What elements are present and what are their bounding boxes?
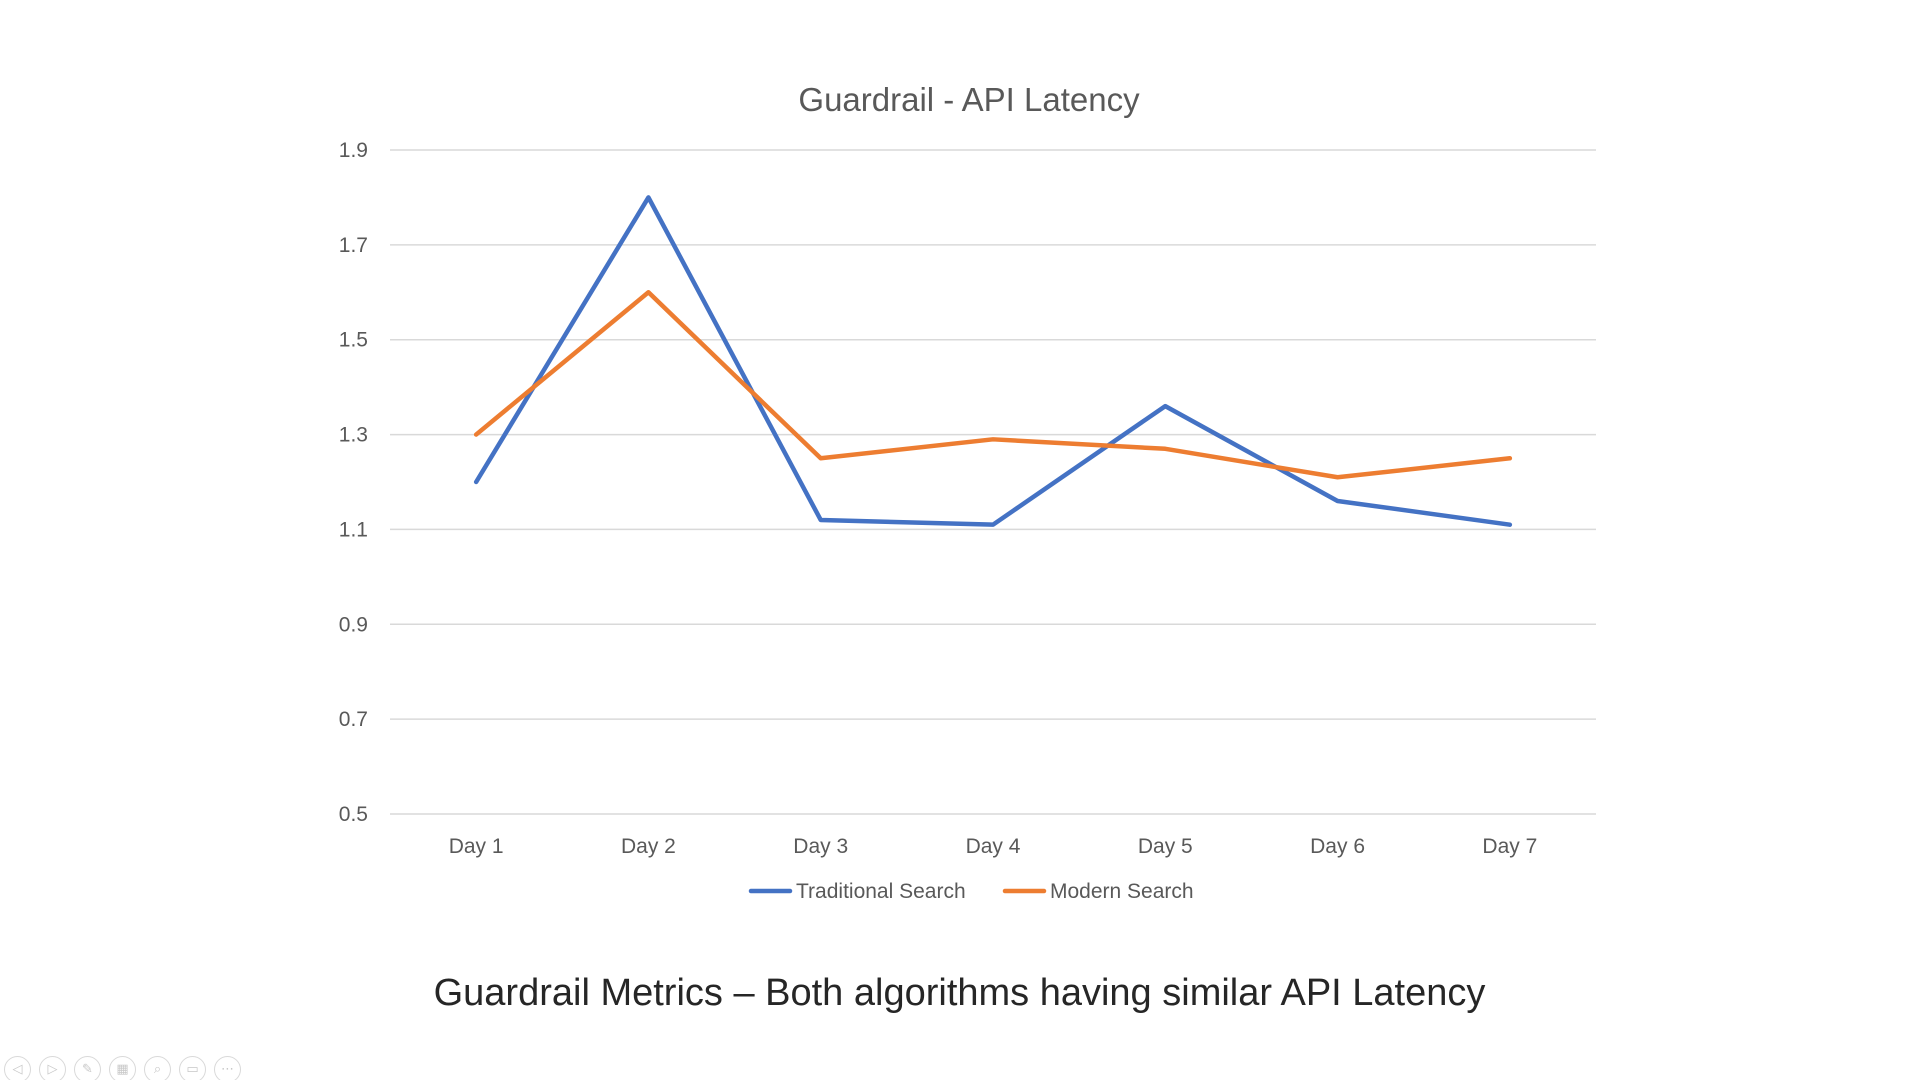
y-tick-label: 1.9 xyxy=(339,139,368,162)
subtitles-icon[interactable]: ▭ xyxy=(179,1056,206,1080)
series-line-modern-search xyxy=(473,290,1513,480)
legend-label: Traditional Search xyxy=(796,880,966,903)
x-tick-label: Day 1 xyxy=(449,835,504,858)
data-point xyxy=(1164,405,1166,407)
x-tick-label: Day 3 xyxy=(793,835,848,858)
data-point xyxy=(992,524,994,526)
data-point xyxy=(647,291,649,293)
y-tick-label: 1.1 xyxy=(339,518,368,541)
data-point xyxy=(1509,457,1511,459)
y-tick-label: 0.5 xyxy=(339,803,368,826)
data-point xyxy=(1337,500,1339,502)
x-tick-label: Day 7 xyxy=(1482,835,1537,858)
x-tick-label: Day 4 xyxy=(966,835,1021,858)
legend-label: Modern Search xyxy=(1050,880,1194,903)
y-tick-label: 0.7 xyxy=(339,708,368,731)
x-tick-label: Day 6 xyxy=(1310,835,1365,858)
data-point xyxy=(820,457,822,459)
gridlines xyxy=(390,149,1596,815)
data-point xyxy=(475,481,477,483)
y-tick-label: 1.5 xyxy=(339,329,368,352)
data-point xyxy=(992,438,994,440)
zoom-icon[interactable]: ⌕ xyxy=(144,1056,171,1080)
pen-icon[interactable]: ✎ xyxy=(74,1056,101,1080)
y-axis-ticks: 0.5 0.7 0.9 1.1 1.3 1.5 1.7 1.9 xyxy=(339,139,368,826)
data-point xyxy=(475,434,477,436)
data-point xyxy=(1337,476,1339,478)
next-slide-icon[interactable]: ▷ xyxy=(39,1056,66,1080)
more-options-icon[interactable]: ⋯ xyxy=(214,1056,241,1080)
chart-title: Guardrail - API Latency xyxy=(798,81,1140,118)
y-tick-label: 0.9 xyxy=(339,613,368,636)
x-axis-ticks: Day 1 Day 2 Day 3 Day 4 Day 5 Day 6 Day 7 xyxy=(449,835,1538,858)
see-all-slides-icon[interactable]: ▦ xyxy=(109,1056,136,1080)
x-tick-label: Day 2 xyxy=(621,835,676,858)
y-tick-label: 1.3 xyxy=(339,424,368,447)
data-point xyxy=(1164,448,1166,450)
data-point xyxy=(820,519,822,521)
slide-caption: Guardrail Metrics – Both algorithms havi… xyxy=(433,972,1486,1014)
series-lines xyxy=(473,195,1513,527)
legend: Traditional Search Modern Search xyxy=(748,880,1194,903)
data-point xyxy=(647,196,649,198)
data-point xyxy=(1509,524,1511,526)
previous-slide-icon[interactable]: ◁ xyxy=(4,1056,31,1080)
x-tick-label: Day 5 xyxy=(1138,835,1193,858)
y-tick-label: 1.7 xyxy=(339,234,368,257)
slide-show-controls: ◁ ▷ ✎ ▦ ⌕ ▭ ⋯ xyxy=(4,1056,241,1080)
